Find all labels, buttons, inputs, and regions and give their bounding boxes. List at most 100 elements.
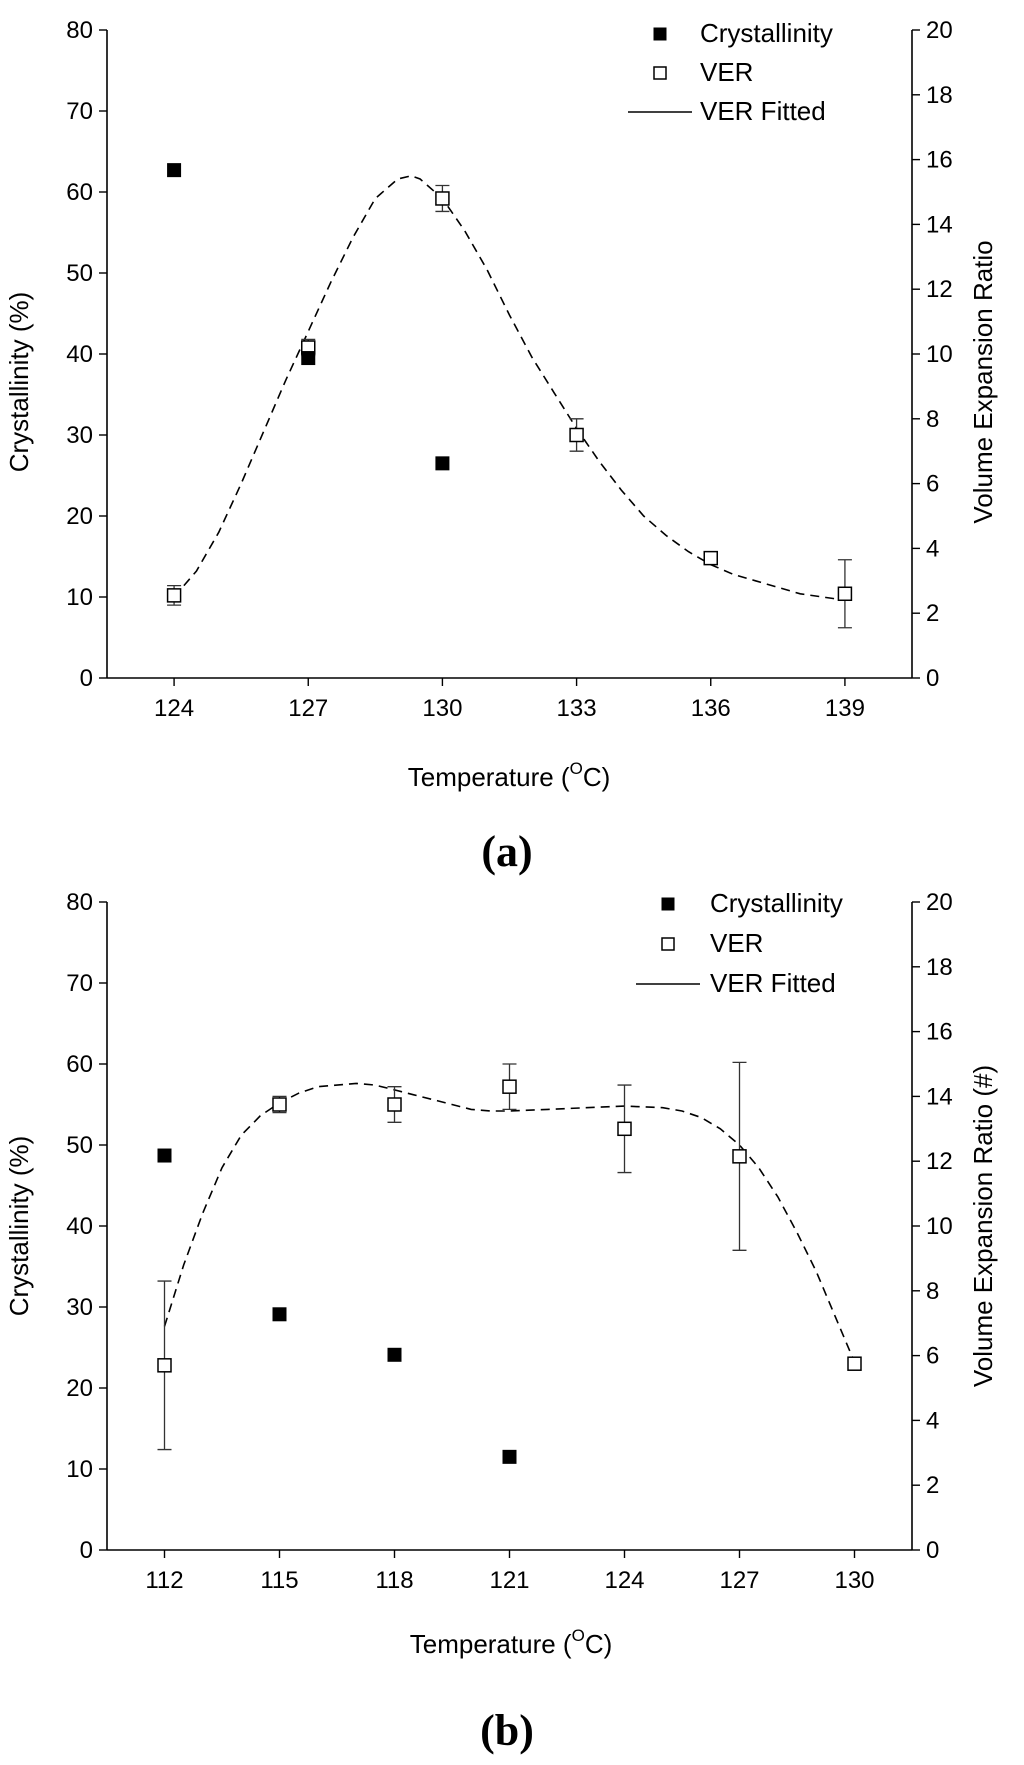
- y-tick-label-left: 60: [66, 179, 93, 206]
- legend-ver-symbol: [653, 66, 667, 80]
- x-tick-label: 136: [691, 695, 731, 722]
- ver-point: [617, 1121, 632, 1137]
- y-tick-label-left: 70: [66, 970, 93, 997]
- x-tick-label: 112: [145, 1567, 183, 1594]
- crystallinity-point: [502, 1449, 517, 1464]
- y-tick-label-left: 40: [66, 341, 93, 368]
- x-axis-title-main: Temperature (: [410, 1629, 572, 1659]
- legend-ver-symbol: [661, 937, 675, 951]
- y-tick-label-right: 8: [926, 406, 939, 433]
- x-tick-label: 139: [825, 695, 865, 722]
- ver-point: [569, 427, 584, 443]
- legend-ver-label: VER: [710, 928, 763, 958]
- ver-point: [166, 588, 182, 603]
- ver-point: [502, 1079, 517, 1094]
- panel-label-b: (b): [480, 1706, 534, 1755]
- legend-crystallinity-label: Crystallinity: [700, 18, 833, 48]
- x-axis-title-end: C): [585, 1629, 612, 1659]
- crystallinity-point: [301, 351, 316, 366]
- y-tick-label-right: 14: [926, 211, 953, 238]
- legend-ver-fitted-label: VER Fitted: [700, 96, 826, 126]
- crystallinity-point: [167, 163, 182, 178]
- y-tick-label-right: 2: [926, 600, 939, 627]
- y-tick-label-right: 12: [926, 1148, 953, 1175]
- y-tick-label-right: 16: [926, 1019, 953, 1046]
- panel-label-a: (a): [481, 827, 532, 876]
- chart-panel-a: Crystallinity VER VER Fitted Crystallini…: [4, 17, 998, 876]
- x-tick-label: 127: [719, 1567, 759, 1594]
- x-axis-title-end: C): [583, 762, 610, 792]
- y-axis-title-right: Volume Expansion Ratio (#): [968, 1065, 998, 1387]
- y-tick-label-left: 20: [66, 503, 93, 530]
- crystallinity-point: [435, 456, 450, 471]
- y-tick-label-left: 40: [66, 1213, 93, 1240]
- x-tick-label: 124: [604, 1567, 644, 1594]
- y-tick-label-right: 4: [926, 535, 939, 562]
- y-tick-label-right: 6: [926, 1343, 939, 1370]
- y-tick-label-right: 6: [926, 471, 939, 498]
- legend-crystallinity-symbol: [653, 27, 667, 41]
- legend-ver-fitted-label: VER Fitted: [710, 968, 836, 998]
- y-tick-label-right: 20: [926, 17, 953, 44]
- x-tick-label: 115: [260, 1567, 298, 1594]
- y-tick-label-right: 10: [926, 341, 953, 368]
- ver-point: [272, 1097, 287, 1112]
- y-tick-label-right: 0: [926, 665, 939, 692]
- y-tick-label-left: 30: [66, 1294, 93, 1321]
- x-tick-label: 118: [375, 1567, 413, 1594]
- x-tick-label: 127: [288, 695, 328, 722]
- y-tick-label-left: 70: [66, 98, 93, 125]
- y-tick-label-right: 16: [926, 147, 953, 174]
- x-tick-label: 133: [557, 695, 597, 722]
- crystallinity-point: [157, 1148, 172, 1163]
- y-tick-label-left: 10: [66, 1456, 93, 1483]
- ver-point: [847, 1356, 862, 1371]
- x-tick-label: 130: [422, 695, 462, 722]
- legend-crystallinity-label: Crystallinity: [710, 888, 843, 918]
- y-tick-label-right: 12: [926, 276, 953, 303]
- y-tick-label-left: 0: [80, 1537, 93, 1564]
- y-tick-label-right: 4: [926, 1407, 939, 1434]
- y-tick-label-right: 2: [926, 1472, 939, 1499]
- y-tick-label-left: 80: [66, 17, 93, 44]
- x-tick-label: 130: [834, 1567, 874, 1594]
- y-axis-title-left: Crystallinity (%): [4, 292, 34, 473]
- ver-point: [157, 1358, 172, 1373]
- ver-fitted-curve: [173, 174, 846, 601]
- y-tick-label-left: 0: [80, 665, 93, 692]
- y-tick-label-left: 50: [66, 260, 93, 287]
- legend-crystallinity-symbol: [661, 897, 675, 911]
- y-tick-label-left: 50: [66, 1132, 93, 1159]
- y-tick-label-left: 20: [66, 1375, 93, 1402]
- ver-point: [703, 550, 718, 566]
- ver-point: [732, 1149, 747, 1164]
- ver-point: [435, 191, 450, 206]
- y-tick-label-left: 80: [66, 889, 93, 916]
- legend-ver-label: VER: [700, 57, 753, 87]
- ver-point: [837, 586, 853, 602]
- y-tick-label-right: 10: [926, 1213, 953, 1240]
- x-tick-label: 121: [489, 1567, 529, 1594]
- y-axis-title-left: Crystallinity (%): [4, 1136, 34, 1317]
- x-axis-title-sup: O: [570, 759, 583, 778]
- ver-point: [387, 1097, 402, 1112]
- y-tick-label-left: 60: [66, 1051, 93, 1078]
- x-axis-title: Temperature (OC): [408, 759, 611, 792]
- crystallinity-point: [272, 1307, 287, 1322]
- y-tick-label-right: 14: [926, 1083, 953, 1110]
- ver-fitted-curve: [163, 1082, 856, 1363]
- x-tick-label: 124: [154, 695, 194, 722]
- y-tick-label-right: 20: [926, 889, 953, 916]
- x-axis-title: Temperature (OC): [410, 1626, 613, 1659]
- y-axis-title-right: Volume Expansion Ratio: [968, 240, 998, 523]
- chart-panel-b: Crystallinity VER VER Fitted Crystallini…: [4, 888, 998, 1755]
- y-tick-label-right: 8: [926, 1278, 939, 1305]
- y-tick-label-right: 18: [926, 954, 953, 981]
- y-tick-label-left: 10: [66, 584, 93, 611]
- x-axis-title-main: Temperature (: [408, 762, 570, 792]
- x-axis-title-sup: O: [572, 1626, 585, 1645]
- y-tick-label-right: 0: [926, 1537, 939, 1564]
- crystallinity-point: [387, 1347, 402, 1362]
- y-tick-label-left: 30: [66, 422, 93, 449]
